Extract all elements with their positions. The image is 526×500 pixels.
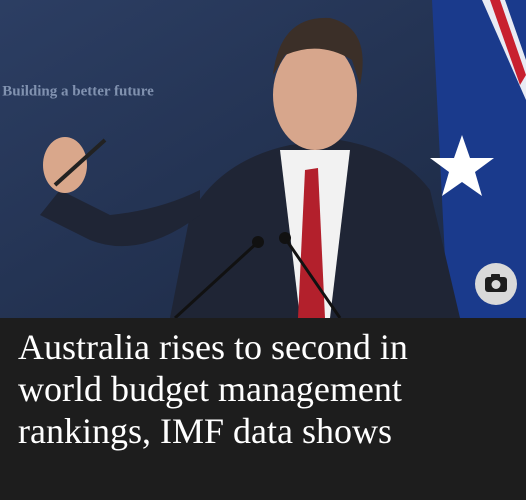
headline-line: rankings, IMF data shows	[18, 411, 392, 451]
backdrop-text: Building a better future	[2, 83, 154, 99]
article-photo: Building a better future	[0, 0, 526, 318]
headline[interactable]: Australia rises to second in world budge…	[18, 326, 518, 452]
headline-line: Australia rises to second in	[18, 327, 408, 367]
camera-button[interactable]	[475, 263, 517, 305]
headline-line: world budget management	[18, 369, 402, 409]
